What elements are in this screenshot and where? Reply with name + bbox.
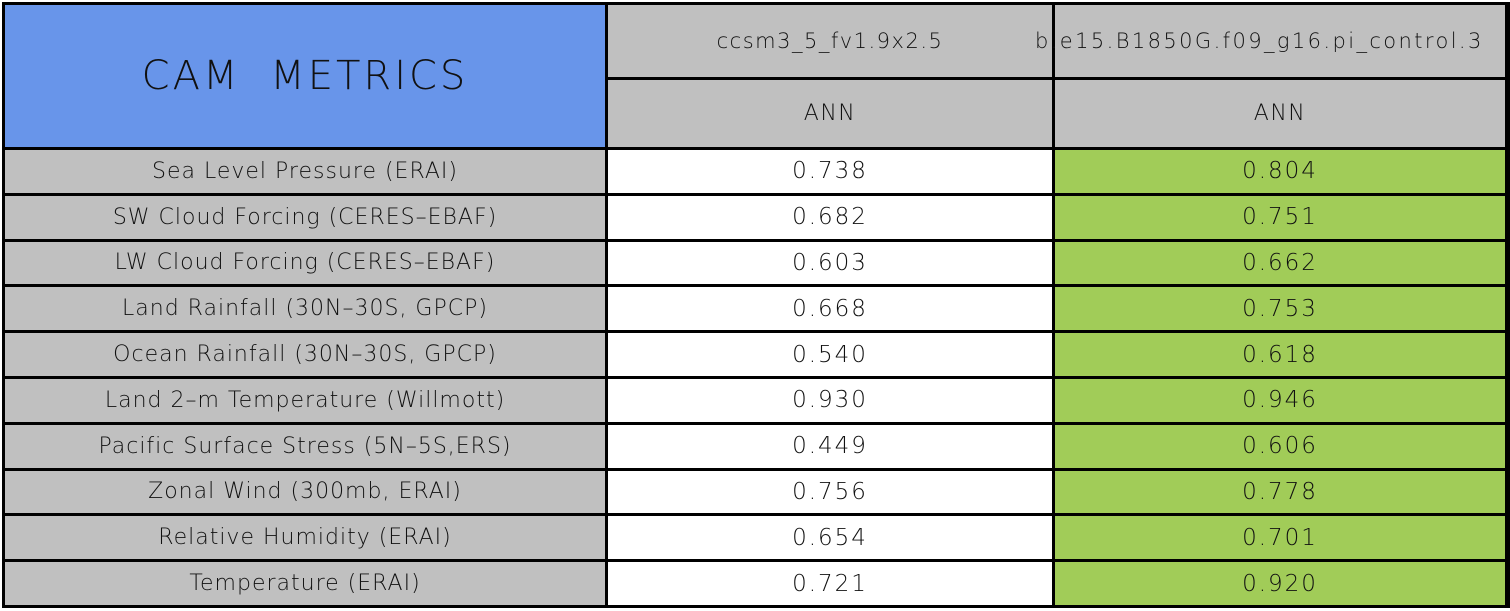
model2-value: 0.751 [1055,195,1510,242]
metric-label: SW Cloud Forcing (CERES–EBAF) [5,195,608,242]
metric-label: Sea Level Pressure (ERAI) [5,150,608,196]
model2-value: 0.753 [1055,287,1510,334]
model1-season-header: ANN [608,80,1055,150]
model2-season-header: ANN [1055,80,1510,150]
model1-value: 0.603 [608,241,1055,288]
model2-header: b.e15.B1850G.f09_g16.pi_control.3 [1035,29,1484,53]
model2-value: 0.946 [1055,378,1510,425]
model1-value: 0.738 [608,150,1055,196]
model2-value: 0.662 [1055,241,1510,288]
metric-label: Ocean Rainfall (30N–30S, GPCP) [5,333,608,379]
metric-label: LW Cloud Forcing (CERES–EBAF) [5,241,608,288]
model2-value: 0.920 [1055,562,1510,608]
model1-value: 0.540 [608,333,1055,379]
model2-header-cell: b.e15.B1850G.f09_g16.pi_control.3 [1035,5,1510,80]
metric-label: Pacific Surface Stress (5N–5S,ERS) [5,424,608,471]
model2-value: 0.606 [1055,424,1510,471]
model2-value: 0.618 [1055,333,1510,379]
metric-label: Temperature (ERAI) [5,562,608,608]
model1-value: 0.668 [608,287,1055,334]
metric-label: Relative Humidity (ERAI) [5,516,608,563]
model1-value: 0.682 [608,195,1055,242]
model1-value: 0.721 [608,562,1055,608]
model1-header: ccsm3_5_fv1.9x2.5 [608,5,1055,80]
model1-value: 0.449 [608,424,1055,471]
model2-value: 0.778 [1055,470,1510,517]
metric-label: Zonal Wind (300mb, ERAI) [5,470,608,517]
model1-value: 0.654 [608,516,1055,563]
table-title: CAM METRICS [5,5,608,150]
metric-label: Land Rainfall (30N–30S, GPCP) [5,287,608,334]
model1-value: 0.756 [608,470,1055,517]
model2-value: 0.701 [1055,516,1510,563]
model1-value: 0.930 [608,378,1055,425]
metric-label: Land 2–m Temperature (Willmott) [5,378,608,425]
model2-value: 0.804 [1055,150,1510,196]
